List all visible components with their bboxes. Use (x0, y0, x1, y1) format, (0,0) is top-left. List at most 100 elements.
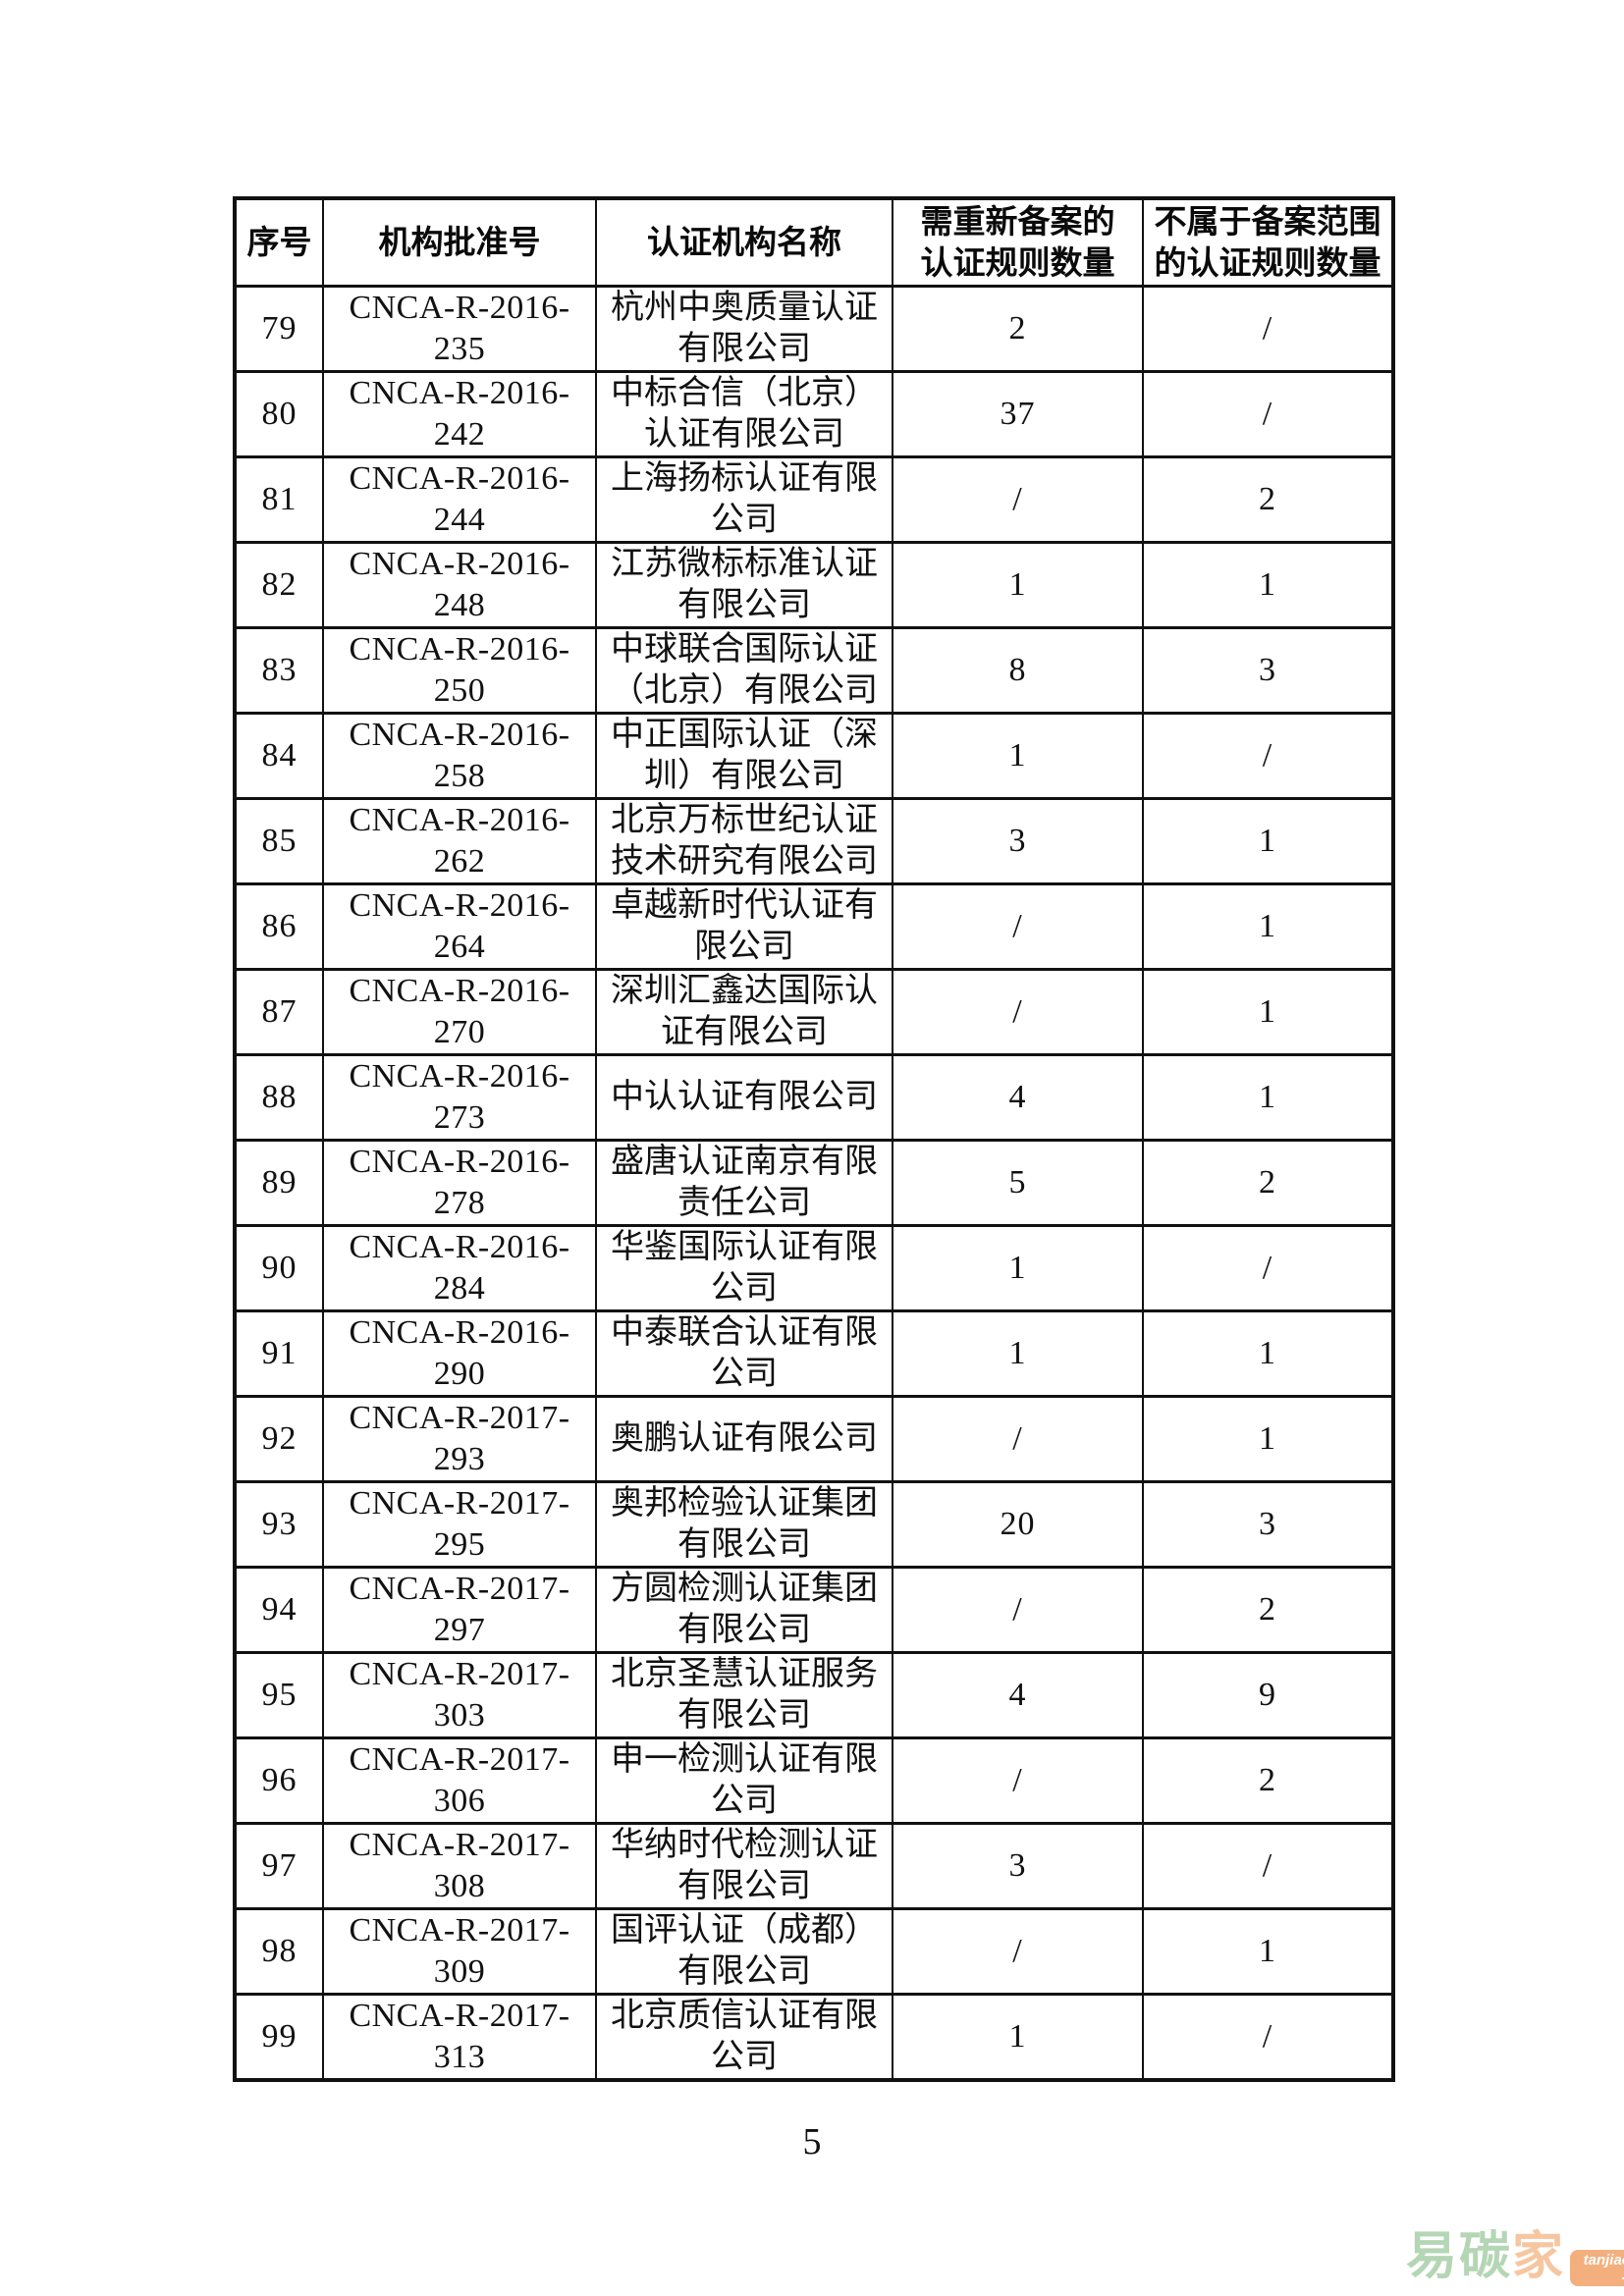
cell-seq: 93 (234, 1480, 324, 1569)
cell-rules-out-of-scope: / (1142, 712, 1394, 800)
cell-rules-refile: / (892, 1566, 1144, 1654)
cell-seq: 96 (234, 1736, 324, 1825)
cell-rules-out-of-scope: 2 (1142, 1139, 1394, 1227)
cell-approval-no: CNCA-R-2016- 258 (322, 712, 597, 800)
cell-rules-refile: 20 (892, 1480, 1144, 1569)
header-rules-out-of-scope: 不属于备案范围 的认证规则数量 (1142, 196, 1394, 288)
watermark-domain-suffix: .com (1575, 2269, 1624, 2282)
cell-org-name: 申一检测认证有限 公司 (595, 1736, 893, 1825)
table-body: 79 CNCA-R-2016- 235 杭州中奥质量认证 有限公司 2 / 80… (234, 285, 1394, 2082)
tanjiaoyi-watermark-logo: 易 碳 家 tanjiaoyi .com (1406, 2226, 1624, 2287)
table-row: 94 CNCA-R-2017- 297 方圆检测认证集团 有限公司 / 2 (234, 1566, 1394, 1654)
cell-approval-no: CNCA-R-2016- 250 (322, 626, 597, 715)
cell-rules-refile: 4 (892, 1651, 1144, 1739)
table-row: 81 CNCA-R-2016- 244 上海扬标认证有限 公司 / 2 (234, 455, 1394, 544)
cell-org-name: 中认认证有限公司 (595, 1053, 893, 1142)
watermark-char-jia: 家 (1512, 2228, 1566, 2285)
cell-approval-no: CNCA-R-2016- 262 (322, 797, 597, 885)
watermark-domain-text: tanjiaoyi (1583, 2252, 1624, 2269)
cell-rules-out-of-scope: / (1142, 1993, 1394, 2082)
cell-approval-no: CNCA-R-2017- 297 (322, 1566, 597, 1654)
cell-org-name: 北京圣慧认证服务 有限公司 (595, 1651, 893, 1739)
cell-seq: 94 (234, 1566, 324, 1654)
cell-rules-refile: / (892, 1907, 1144, 1996)
cell-org-name: 北京万标世纪认证 技术研究有限公司 (595, 797, 893, 885)
cell-org-name: 中泰联合认证有限 公司 (595, 1309, 893, 1398)
cell-seq: 84 (234, 712, 324, 800)
cell-approval-no: CNCA-R-2016- 242 (322, 370, 597, 458)
cell-org-name: 中球联合国际认证 （北京）有限公司 (595, 626, 893, 715)
cell-approval-no: CNCA-R-2016- 244 (322, 455, 597, 544)
header-approval-no: 机构批准号 (322, 196, 597, 288)
table-header-row: 序号 机构批准号 认证机构名称 需重新备案的 认证规则数量 不属于备案范围 的认… (234, 196, 1394, 288)
cell-rules-out-of-scope: 2 (1142, 1736, 1394, 1825)
cell-approval-no: CNCA-R-2017- 293 (322, 1395, 597, 1483)
table-row: 83 CNCA-R-2016- 250 中球联合国际认证 （北京）有限公司 8 … (234, 626, 1394, 715)
cell-rules-out-of-scope: 1 (1142, 1907, 1394, 1996)
cell-approval-no: CNCA-R-2016- 270 (322, 968, 597, 1056)
cell-rules-out-of-scope: 1 (1142, 1309, 1394, 1398)
cell-rules-refile: 3 (892, 797, 1144, 885)
table-row: 91 CNCA-R-2016- 290 中泰联合认证有限 公司 1 1 (234, 1309, 1394, 1398)
cell-seq: 80 (234, 370, 324, 458)
cell-rules-out-of-scope: 1 (1142, 1395, 1394, 1483)
table-row: 88 CNCA-R-2016- 273 中认认证有限公司 4 1 (234, 1053, 1394, 1142)
table-row: 79 CNCA-R-2016- 235 杭州中奥质量认证 有限公司 2 / (234, 285, 1394, 373)
header-seq: 序号 (234, 196, 324, 288)
cell-rules-out-of-scope: 1 (1142, 797, 1394, 885)
cell-seq: 90 (234, 1224, 324, 1312)
cell-org-name: 江苏微标标准认证 有限公司 (595, 541, 893, 629)
cell-rules-out-of-scope: 1 (1142, 1053, 1394, 1142)
table-row: 82 CNCA-R-2016- 248 江苏微标标准认证 有限公司 1 1 (234, 541, 1394, 629)
cell-approval-no: CNCA-R-2017- 295 (322, 1480, 597, 1569)
cell-rules-out-of-scope: 1 (1142, 882, 1394, 971)
cell-rules-refile: 4 (892, 1053, 1144, 1142)
cell-rules-refile: 2 (892, 285, 1144, 373)
cell-seq: 92 (234, 1395, 324, 1483)
cell-org-name: 中标合信（北京） 认证有限公司 (595, 370, 893, 458)
cell-org-name: 上海扬标认证有限 公司 (595, 455, 893, 544)
cell-rules-refile: 1 (892, 541, 1144, 629)
cell-rules-refile: 1 (892, 1309, 1144, 1398)
table-row: 92 CNCA-R-2017- 293 奥鹏认证有限公司 / 1 (234, 1395, 1394, 1483)
table-row: 96 CNCA-R-2017- 306 申一检测认证有限 公司 / 2 (234, 1736, 1394, 1825)
cell-org-name: 杭州中奥质量认证 有限公司 (595, 285, 893, 373)
cell-approval-no: CNCA-R-2016- 273 (322, 1053, 597, 1142)
cell-seq: 87 (234, 968, 324, 1056)
table-row: 97 CNCA-R-2017- 308 华纳时代检测认证 有限公司 3 / (234, 1822, 1394, 1910)
table-row: 85 CNCA-R-2016- 262 北京万标世纪认证 技术研究有限公司 3 … (234, 797, 1394, 885)
cell-rules-out-of-scope: 3 (1142, 626, 1394, 715)
cell-org-name: 奥鹏认证有限公司 (595, 1395, 893, 1483)
cell-rules-out-of-scope: / (1142, 370, 1394, 458)
cell-org-name: 方圆检测认证集团 有限公司 (595, 1566, 893, 1654)
header-rules-refile: 需重新备案的 认证规则数量 (892, 196, 1144, 288)
cell-rules-refile: 8 (892, 626, 1144, 715)
cell-rules-out-of-scope: / (1142, 285, 1394, 373)
page-number: 5 (802, 2121, 822, 2163)
cell-approval-no: CNCA-R-2016- 284 (322, 1224, 597, 1312)
cell-rules-out-of-scope: / (1142, 1822, 1394, 1910)
table-row: 90 CNCA-R-2016- 284 华鉴国际认证有限 公司 1 / (234, 1224, 1394, 1312)
cell-approval-no: CNCA-R-2017- 309 (322, 1907, 597, 1996)
cell-seq: 85 (234, 797, 324, 885)
cell-seq: 98 (234, 1907, 324, 1996)
watermark-char-yi: 易 (1406, 2228, 1460, 2285)
table-row: 87 CNCA-R-2016- 270 深圳汇鑫达国际认 证有限公司 / 1 (234, 968, 1394, 1056)
cell-rules-refile: 1 (892, 1993, 1144, 2082)
cell-approval-no: CNCA-R-2016- 264 (322, 882, 597, 971)
table-row: 95 CNCA-R-2017- 303 北京圣慧认证服务 有限公司 4 9 (234, 1651, 1394, 1739)
cell-rules-refile: / (892, 882, 1144, 971)
cell-rules-out-of-scope: 1 (1142, 541, 1394, 629)
cell-rules-out-of-scope: 3 (1142, 1480, 1394, 1569)
cell-org-name: 中正国际认证（深 圳）有限公司 (595, 712, 893, 800)
header-org-name: 认证机构名称 (595, 196, 893, 288)
cell-org-name: 国评认证（成都） 有限公司 (595, 1907, 893, 1996)
table-row: 84 CNCA-R-2016- 258 中正国际认证（深 圳）有限公司 1 / (234, 712, 1394, 800)
cell-rules-refile: / (892, 1395, 1144, 1483)
watermark-domain-badge: tanjiaoyi .com (1570, 2250, 1624, 2286)
cell-seq: 89 (234, 1139, 324, 1227)
cell-seq: 83 (234, 626, 324, 715)
cell-org-name: 北京质信认证有限 公司 (595, 1993, 893, 2082)
cell-rules-refile: 5 (892, 1139, 1144, 1227)
